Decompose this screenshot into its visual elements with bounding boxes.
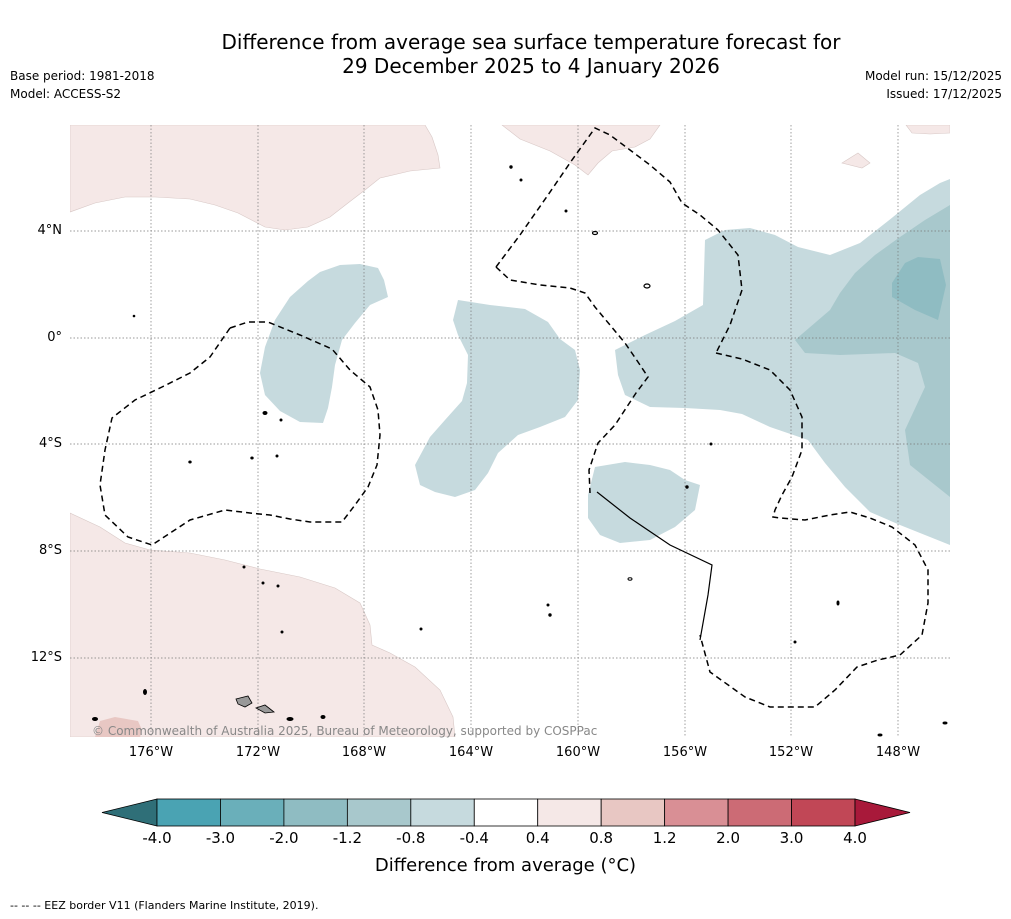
cool-anomaly-west	[260, 264, 388, 423]
eez-border-kiribati-phoenix	[495, 266, 649, 494]
islands	[92, 165, 948, 737]
colorbar-tick-label: -0.4	[459, 829, 489, 847]
warm-anomaly-southwest-strong	[95, 717, 142, 737]
colorbar-tick-label: -1.2	[332, 829, 362, 847]
lon-label-176w: 176°W	[128, 745, 174, 760]
lat-label-4s: 4°S	[38, 436, 62, 451]
colorbar-bin	[473, 798, 539, 827]
eez-footnote: -- -- -- EEZ border V11 (Flanders Marine…	[10, 899, 319, 912]
colorbar-low-extend	[101, 798, 158, 827]
cool-anomaly-south-center	[588, 462, 700, 543]
eez-border-kiribati-line-north	[495, 127, 743, 354]
warm-anomaly-northeast	[905, 125, 950, 135]
eez-border-tokelau	[99, 321, 381, 546]
copyright-notice: © Commonwealth of Australia 2025, Bureau…	[92, 724, 598, 738]
warm-anomaly-southwest	[70, 512, 456, 737]
colorbar-bin	[156, 798, 221, 827]
lon-label-168w: 168°W	[341, 745, 387, 760]
colorbar-tick-label: -3.0	[205, 829, 236, 847]
colorbar-bin	[600, 798, 666, 827]
colorbar-tick-label: 2.0	[716, 829, 740, 847]
lon-label-172w: 172°W	[235, 745, 281, 760]
colorbar-high-extend	[854, 798, 911, 827]
colorbar-tick-label: -4.0	[142, 829, 172, 847]
colorbar-bin	[727, 798, 792, 827]
chart-title: Difference from average sea surface temp…	[0, 30, 1011, 78]
colorbar-tick-label: 1.2	[652, 829, 677, 847]
colorbar-bin	[220, 798, 285, 827]
model-name: Model: ACCESS-S2	[10, 87, 122, 101]
eez-border-solid	[596, 491, 713, 641]
meta-left: Base period: 1981-2018 Model: ACCESS-S2	[10, 67, 155, 103]
colorbar-tick-label: 0.8	[589, 829, 614, 847]
map-svg	[70, 125, 950, 737]
cool-anomaly-east-strong	[892, 257, 946, 320]
title-line-1: Difference from average sea surface temp…	[221, 30, 841, 54]
model-run: Model run: 15/12/2025	[864, 69, 1002, 83]
colorbar-tick-label: -0.8	[396, 829, 426, 847]
warm-anomaly-islet	[841, 152, 871, 169]
issued-date: Issued: 17/12/2025	[886, 87, 1002, 101]
lat-label-12s: 12°S	[30, 650, 62, 665]
sst-anomaly-map	[70, 125, 950, 737]
warm-anomaly-north	[70, 125, 441, 231]
lat-label-0: 0°	[47, 330, 62, 345]
lat-label-8s: 8°S	[38, 543, 62, 558]
colorbar-bin	[791, 798, 856, 827]
colorbar-bin	[537, 798, 602, 827]
base-period: Base period: 1981-2018	[10, 69, 155, 83]
cool-anomaly-central	[415, 300, 580, 497]
warm-anomaly-north-center	[501, 125, 661, 176]
lon-label-160w: 160°W	[555, 745, 601, 760]
colorbar-tick-label: 3.0	[779, 829, 804, 847]
eez-border-kiribati-line-south	[699, 352, 929, 708]
colorbar-bin	[410, 798, 475, 827]
colorbar	[101, 798, 911, 827]
colorbar-bin	[346, 798, 412, 827]
eez-borders	[99, 127, 929, 708]
title-line-2: 29 December 2025 to 4 January 2026	[342, 54, 720, 78]
colorbar-tick-label: 0.4	[525, 829, 550, 847]
graticule	[70, 125, 950, 737]
colorbar-title: Difference from average (°C)	[374, 855, 637, 876]
lon-label-156w: 156°W	[662, 745, 708, 760]
colorbar-tick-label: -2.0	[269, 829, 299, 847]
lat-label-4n: 4°N	[37, 223, 63, 238]
colorbar-bin	[664, 798, 729, 827]
colorbar-bin	[283, 798, 348, 827]
colorbar-tick-label: 4.0	[843, 829, 867, 847]
lon-label-152w: 152°W	[768, 745, 814, 760]
meta-right: Model run: 15/12/2025 Issued: 17/12/2025	[865, 67, 1002, 103]
lon-label-148w: 148°W	[875, 745, 921, 760]
lon-label-164w: 164°W	[448, 745, 494, 760]
